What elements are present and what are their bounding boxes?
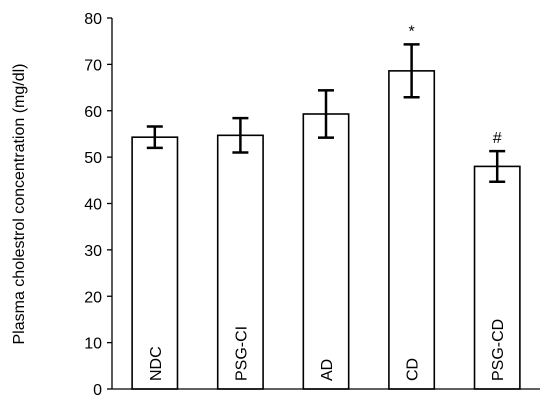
y-tick-label: 20 — [84, 289, 102, 306]
category-label: CD — [405, 358, 422, 381]
y-tick-label: 60 — [84, 104, 102, 121]
bars: NDC PSG-CI AD * CD # PSG-CD — [131, 23, 521, 390]
bar-cd — [388, 70, 436, 390]
y-tick-label: 40 — [84, 197, 102, 214]
significance-marker: * — [408, 23, 414, 40]
y-tick-label: 50 — [84, 150, 102, 167]
y-tick-label: 10 — [84, 336, 102, 353]
significance-marker: # — [493, 130, 502, 147]
bar-ad — [302, 113, 350, 390]
category-label: PSG-CI — [233, 326, 250, 381]
y-axis-label: Plasma cholestrol concentration (mg/dl) — [11, 63, 28, 344]
y-tick-label: 70 — [84, 57, 102, 74]
y-axis-ticks: 0 10 20 30 40 50 60 70 80 — [84, 11, 112, 399]
category-label: NDC — [148, 346, 165, 381]
category-label: PSG-CD — [490, 319, 507, 381]
bar-ndc — [131, 136, 179, 390]
y-tick-label: 80 — [84, 11, 102, 28]
y-tick-label: 0 — [93, 382, 102, 399]
y-tick-label: 30 — [84, 243, 102, 260]
category-label: AD — [319, 359, 336, 381]
